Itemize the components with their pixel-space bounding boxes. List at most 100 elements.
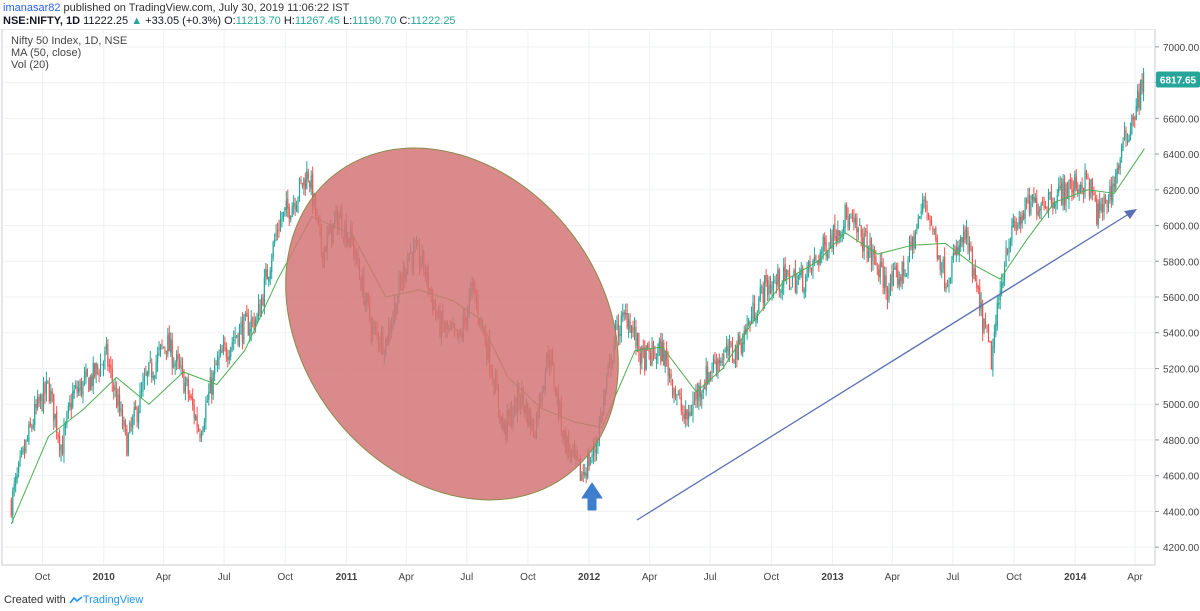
candle-body <box>26 439 29 441</box>
candle-body <box>794 269 797 292</box>
y-tick-label: 5400.00 <box>1163 329 1200 340</box>
candle-body <box>635 326 637 348</box>
candle-body <box>723 354 725 360</box>
x-tick-label: 2011 <box>336 572 358 583</box>
candle-body <box>288 207 290 220</box>
candle-body <box>1080 184 1082 192</box>
candle-body <box>1128 139 1130 143</box>
candle-body <box>1002 281 1004 286</box>
candle-body <box>22 447 24 452</box>
candle-body <box>886 288 889 302</box>
candle-body <box>758 298 760 312</box>
candle-body <box>905 273 908 275</box>
candle-body <box>668 373 671 379</box>
candle-body <box>780 291 782 293</box>
candle-body <box>897 269 899 287</box>
candle-body <box>256 314 258 323</box>
candle-body <box>1046 207 1048 210</box>
y-tick-label: 4800.00 <box>1163 436 1200 447</box>
candle-body <box>243 315 245 345</box>
candle-body <box>854 218 856 223</box>
candle-body <box>692 401 694 414</box>
candle-body <box>825 242 827 256</box>
candle-body <box>707 366 709 384</box>
candle-body <box>186 378 188 381</box>
candle-body <box>769 283 772 294</box>
candle-body <box>85 370 87 379</box>
candle-body <box>708 372 710 383</box>
candle-body <box>818 260 820 265</box>
y-tick-label: 5200.00 <box>1163 364 1200 375</box>
candle-body <box>1066 184 1069 199</box>
x-tick-label: Jul <box>460 572 473 583</box>
candle-body <box>29 422 31 427</box>
candle-body <box>786 270 788 278</box>
candle-body <box>926 204 928 211</box>
candle-body <box>108 365 110 367</box>
candle-body <box>91 375 93 386</box>
candle-body <box>870 237 873 264</box>
candle-body <box>958 245 960 256</box>
candle-body <box>677 394 679 396</box>
candle-body <box>734 344 737 365</box>
candle-body <box>901 261 903 284</box>
candle-body <box>249 329 251 336</box>
candle-body <box>127 433 129 455</box>
candle-body <box>139 391 141 413</box>
candle-body <box>853 216 855 224</box>
candle-body <box>1039 208 1041 212</box>
candle-body <box>80 380 83 396</box>
candle-body <box>274 239 276 243</box>
candle-body <box>1006 250 1009 253</box>
price-chart[interactable]: 4200.00 4400.00 4600.00 4800.00 5000.00 5200.… <box>0 29 1200 592</box>
candle-body <box>837 230 839 243</box>
candle-body <box>929 217 931 223</box>
candle-body <box>660 338 662 363</box>
author-link[interactable]: imanasar82 <box>3 2 61 14</box>
candle-body <box>584 471 586 476</box>
candle-body <box>95 363 97 375</box>
candle-body <box>152 376 154 379</box>
x-tick-label: Apr <box>885 572 901 583</box>
candle-body <box>1003 268 1006 281</box>
candle-body <box>241 321 244 342</box>
candle-body <box>846 205 848 218</box>
candle-body <box>1047 193 1050 209</box>
candle-body <box>945 286 947 290</box>
candle-body <box>591 454 593 458</box>
candle-body <box>942 259 944 270</box>
candle-body <box>129 422 131 433</box>
candle-body <box>803 289 805 294</box>
candle-body <box>240 322 242 328</box>
candle-body <box>89 376 91 390</box>
candle-body <box>231 341 233 347</box>
candle-body <box>41 395 43 411</box>
candle-body <box>114 387 116 390</box>
tradingview-brand[interactable]: TradingView <box>82 594 144 606</box>
candle-body <box>1085 171 1088 175</box>
candle-body <box>625 312 627 315</box>
candle-body <box>1118 165 1120 170</box>
candle-body <box>168 333 170 352</box>
candle-body <box>1094 196 1096 201</box>
candle-body <box>234 336 236 338</box>
candle-body <box>881 261 883 267</box>
candle-body <box>674 388 677 398</box>
candle-body <box>301 182 304 187</box>
candle-body <box>1044 207 1047 209</box>
candle-body <box>647 343 649 348</box>
candle-body <box>1107 198 1110 209</box>
candle-body <box>73 389 75 394</box>
candle-body <box>999 289 1001 301</box>
candle-body <box>1043 204 1045 208</box>
candle-body <box>135 405 137 410</box>
x-tick-label: Apr <box>156 572 172 583</box>
candle-body <box>203 422 206 431</box>
candle-body <box>1011 225 1013 242</box>
candle-body <box>244 313 246 316</box>
candle-body <box>658 341 660 349</box>
candle-body <box>623 312 625 315</box>
candle-body <box>58 436 61 451</box>
candle-body <box>630 325 633 334</box>
candle-body <box>680 397 682 411</box>
